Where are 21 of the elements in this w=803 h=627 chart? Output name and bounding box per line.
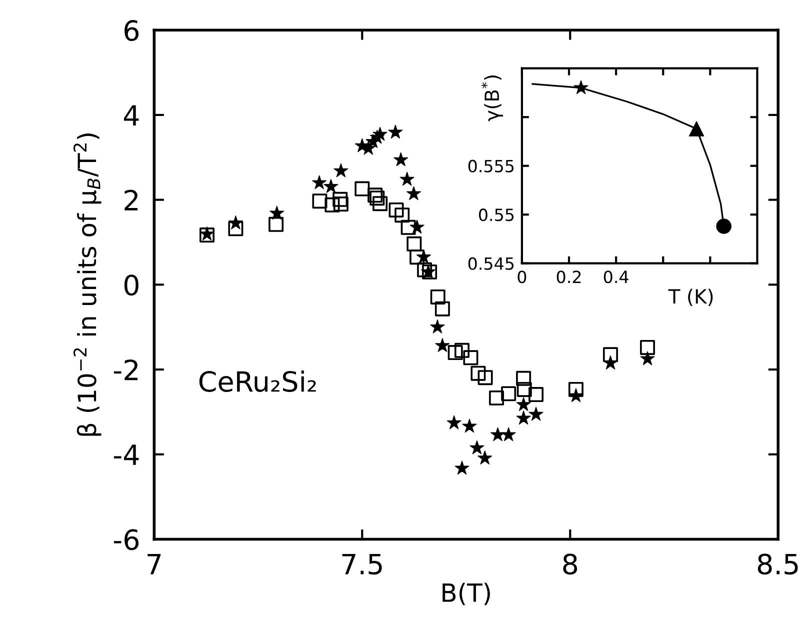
x-tick-label: 0.2 bbox=[556, 270, 581, 284]
y-tick-label: 0.55 bbox=[478, 208, 514, 222]
y-tick-label: 6 bbox=[124, 20, 139, 42]
x-tick-label: 0 bbox=[518, 270, 526, 284]
y-tick-label: 4 bbox=[124, 105, 139, 126]
y-tick-label: -4 bbox=[114, 444, 139, 465]
y-tick-label: 0.555 bbox=[468, 160, 514, 172]
x-tick-label: 7 bbox=[148, 554, 161, 574]
y-axis-title: β (10$^{−2}$ in units of μ$_{B}$/T$^{2}$) bbox=[73, 134, 102, 436]
y-tick-label: 2 bbox=[124, 190, 138, 210]
annotation: CeRu₂Si₂ bbox=[199, 370, 316, 392]
x-tick-label: 0.4 bbox=[604, 270, 628, 284]
y-axis-title: γ(B$^{*}$) bbox=[481, 76, 503, 122]
y-tick-label: -6 bbox=[114, 529, 139, 550]
y-tick-label: -2 bbox=[114, 359, 138, 380]
x-axis-title: B(T) bbox=[442, 582, 490, 606]
x-tick-label: 8.5 bbox=[758, 554, 798, 575]
y-tick-label: 0.545 bbox=[468, 257, 514, 270]
x-tick-label: 8 bbox=[563, 554, 578, 575]
x-tick-label: 7.5 bbox=[342, 554, 382, 575]
x-axis-title: T (K) bbox=[668, 288, 713, 306]
